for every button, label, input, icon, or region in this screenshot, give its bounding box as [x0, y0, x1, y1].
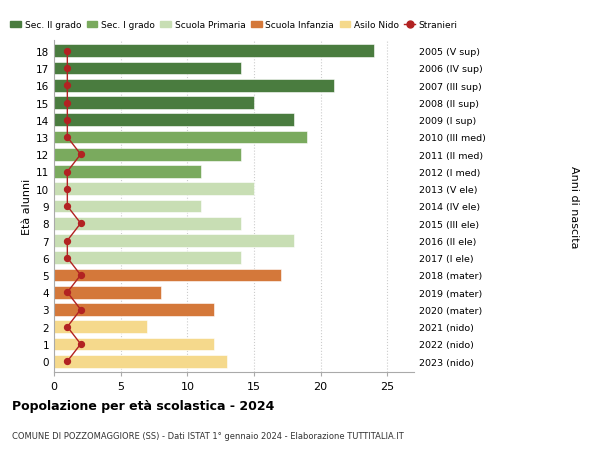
Point: [62, 100, 72, 107]
Bar: [54, 183, 254, 196]
Bar: [54, 252, 241, 265]
Point: [76, 272, 85, 279]
Point: [62, 289, 72, 297]
Point: [76, 341, 85, 348]
Bar: [54, 131, 307, 144]
Bar: [54, 269, 281, 282]
Y-axis label: Età alunni: Età alunni: [22, 179, 32, 235]
Point: [76, 306, 85, 313]
Point: [76, 220, 85, 227]
Point: [62, 48, 72, 55]
Y-axis label: Anni di nascita: Anni di nascita: [569, 165, 579, 248]
Point: [62, 185, 72, 193]
Bar: [54, 320, 148, 334]
Bar: [54, 200, 200, 213]
Bar: [54, 235, 294, 247]
Point: [62, 134, 72, 141]
Bar: [54, 62, 241, 75]
Bar: [54, 148, 241, 162]
Text: COMUNE DI POZZOMAGGIORE (SS) - Dati ISTAT 1° gennaio 2024 - Elaborazione TUTTITA: COMUNE DI POZZOMAGGIORE (SS) - Dati ISTA…: [12, 431, 404, 441]
Bar: [54, 286, 161, 299]
Bar: [54, 217, 241, 230]
Bar: [54, 114, 294, 127]
Point: [62, 358, 72, 365]
Bar: [54, 79, 334, 93]
Bar: [54, 166, 200, 179]
Point: [62, 203, 72, 210]
Point: [62, 117, 72, 124]
Bar: [54, 97, 254, 110]
Bar: [54, 303, 214, 316]
Text: Popolazione per età scolastica - 2024: Popolazione per età scolastica - 2024: [12, 399, 274, 412]
Bar: [54, 338, 214, 351]
Point: [62, 237, 72, 245]
Point: [62, 168, 72, 176]
Bar: [54, 355, 227, 368]
Bar: [54, 45, 374, 58]
Point: [62, 83, 72, 90]
Point: [62, 323, 72, 330]
Point: [62, 254, 72, 262]
Point: [76, 151, 85, 159]
Point: [62, 65, 72, 73]
Legend: Sec. II grado, Sec. I grado, Scuola Primaria, Scuola Infanzia, Asilo Nido, Stran: Sec. II grado, Sec. I grado, Scuola Prim…: [10, 21, 458, 30]
